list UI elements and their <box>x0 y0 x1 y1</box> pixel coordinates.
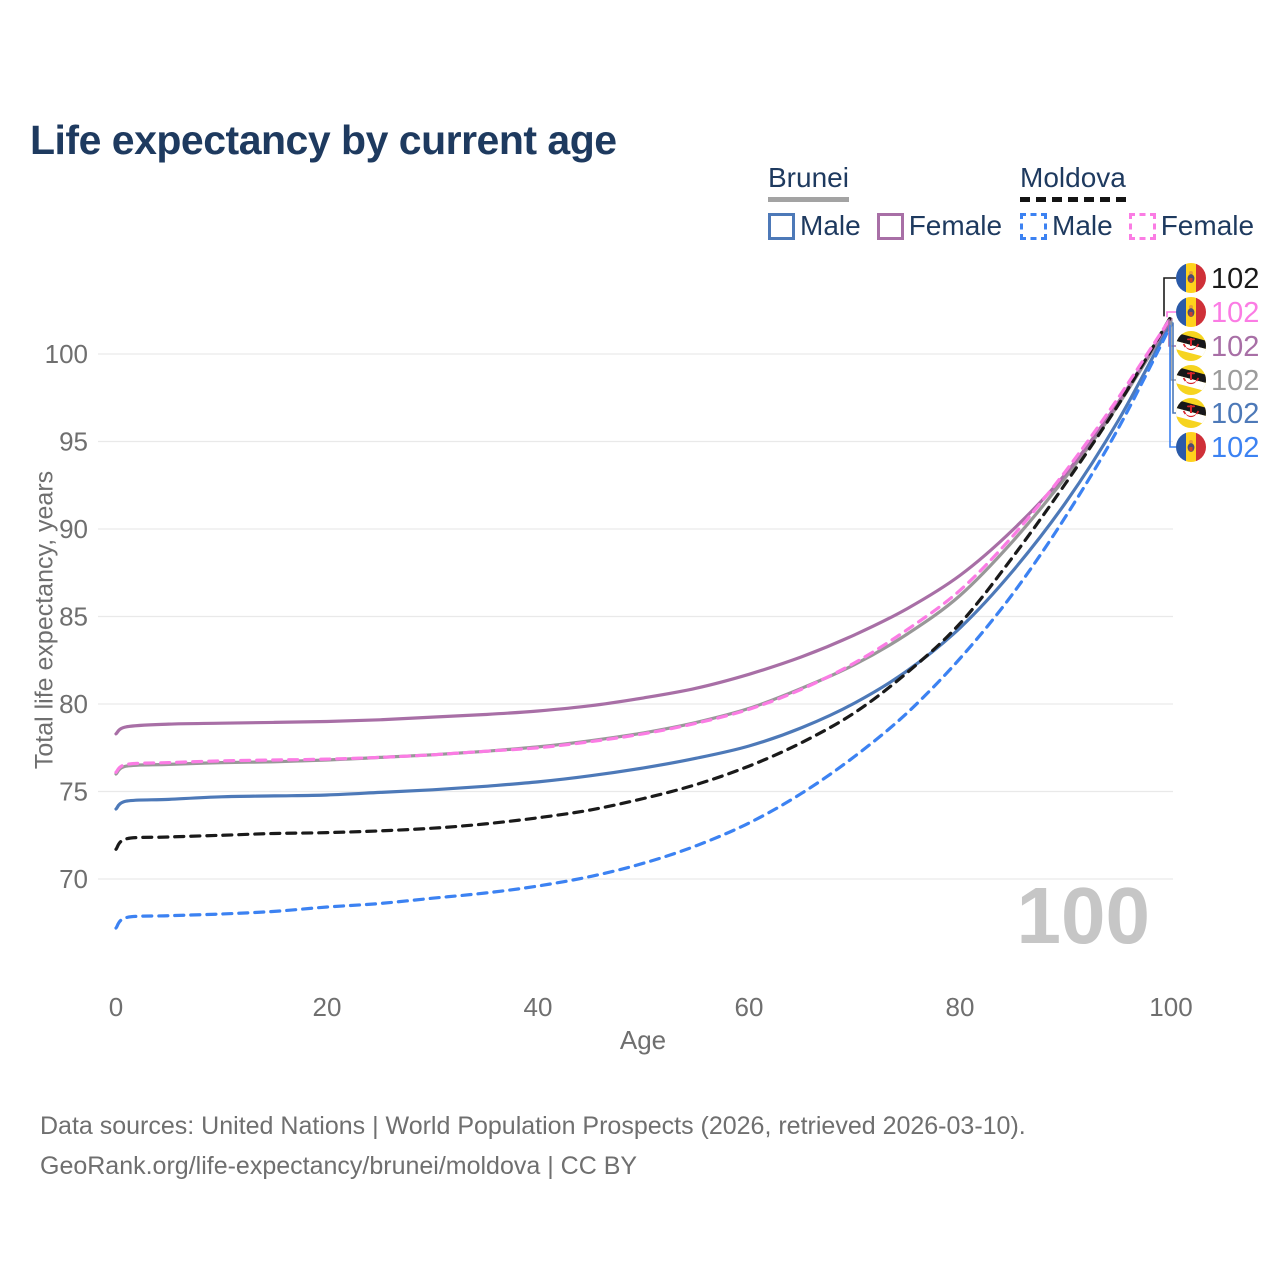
moldova-red-band <box>1196 263 1206 293</box>
brunei-male-label: Male <box>800 210 861 241</box>
series-line-brunei-female-female <box>114 317 1173 736</box>
x-tick-label: 40 <box>524 992 553 1022</box>
brunei-male-swatch-icon <box>768 212 795 240</box>
legend-group-moldova: Moldova Male Female <box>1020 162 1270 242</box>
legend-row-brunei: Male Female <box>768 210 1018 242</box>
brunei-flag-icon <box>1176 398 1206 428</box>
end-label-value: 102 <box>1211 297 1259 329</box>
moldova-flag-icon <box>1176 297 1206 327</box>
x-tick-label: 100 <box>1149 992 1192 1022</box>
y-tick-label: 80 <box>59 689 88 719</box>
brunei-flag-icon <box>1176 365 1206 395</box>
footer-link: GeoRank.org/life-expectancy/brunei/moldo… <box>40 1152 638 1180</box>
moldova-emblem-crown <box>1189 305 1193 309</box>
end-label-row: 102 <box>1176 398 1259 430</box>
y-tick-label: 75 <box>59 777 88 807</box>
footer: Data sources: United Nations | World Pop… <box>40 1106 1026 1186</box>
moldova-red-band <box>1196 297 1206 327</box>
y-tick-label: 100 <box>45 339 88 369</box>
y-tick-label: 70 <box>59 864 88 894</box>
series-line-brunei-male-male <box>114 320 1173 811</box>
moldova-emblem-crown <box>1189 440 1193 444</box>
end-connector-moldova-female <box>1166 311 1176 318</box>
moldova-emblem-crown <box>1189 271 1193 275</box>
end-label-value: 102 <box>1211 432 1259 464</box>
end-label-value: 102 <box>1211 263 1259 295</box>
page-title: Life expectancy by current age <box>30 117 617 164</box>
moldova-flag-icon <box>1176 432 1206 462</box>
end-connector-moldova-male <box>1169 325 1176 448</box>
legend-country-brunei: Brunei <box>768 162 849 202</box>
legend-group-brunei: Brunei Male Female <box>768 162 1018 242</box>
gridlines: 70 75 80 85 90 95 100 <box>45 339 1173 894</box>
end-connector-brunei-total <box>1170 320 1176 381</box>
end-label-row: 102 <box>1176 297 1259 329</box>
series-line-moldova-male-male <box>114 323 1173 930</box>
moldova-blue-band <box>1176 432 1186 462</box>
x-tick-label: 20 <box>313 992 342 1022</box>
brunei-black-stripe <box>1176 332 1206 351</box>
brunei-flag-icon <box>1176 331 1206 361</box>
age-counter-watermark: 100 <box>1016 871 1150 960</box>
brunei-red-emblem <box>1182 372 1200 385</box>
series-line-moldova-total <box>114 314 1173 851</box>
moldova-female-label: Female <box>1160 210 1255 241</box>
moldova-female-swatch-icon <box>1128 212 1156 240</box>
series-line-brunei-total <box>114 319 1173 776</box>
x-tick-label: 80 <box>946 992 975 1022</box>
y-tick-label: 85 <box>59 602 88 632</box>
legend-row-moldova: Male Female <box>1020 210 1270 242</box>
end-label-row: 102 <box>1176 263 1259 295</box>
series-line-moldova-female-female <box>114 315 1173 774</box>
moldova-flag-icon <box>1176 263 1206 293</box>
end-connector-brunei-male <box>1172 322 1176 414</box>
moldova-emblem-shield <box>1189 312 1193 317</box>
brunei-black-stripe <box>1176 399 1206 418</box>
moldova-blue-band <box>1176 297 1186 327</box>
brunei-female-swatch-icon <box>876 212 904 240</box>
x-tick-label: 0 <box>109 992 123 1022</box>
series-lines <box>114 314 1173 930</box>
end-label-value: 102 <box>1211 331 1259 363</box>
moldova-male-swatch-icon <box>1020 212 1047 240</box>
brunei-red-emblem <box>1182 338 1200 351</box>
moldova-emblem-shield <box>1189 447 1193 452</box>
footer-data-sources: Data sources: United Nations | World Pop… <box>40 1112 1026 1140</box>
brunei-red-emblem <box>1182 405 1200 418</box>
end-connector-moldova-total <box>1163 277 1176 317</box>
legend-country-moldova: Moldova <box>1020 162 1126 202</box>
end-label-row: 102 <box>1176 432 1259 464</box>
moldova-blue-band <box>1176 263 1186 293</box>
brunei-female-label: Female <box>908 210 1003 241</box>
x-axis: 0 20 40 60 80 100 Age <box>109 992 1193 1055</box>
end-label-value: 102 <box>1211 398 1259 430</box>
moldova-red-band <box>1196 432 1206 462</box>
end-label-value: 102 <box>1211 365 1259 397</box>
brunei-black-stripe <box>1176 366 1206 385</box>
moldova-male-label: Male <box>1052 210 1113 241</box>
end-label-row: 102 <box>1176 365 1259 397</box>
moldova-emblem-shield <box>1189 278 1193 283</box>
x-tick-label: 60 <box>735 992 764 1022</box>
x-axis-title: Age <box>620 1025 666 1055</box>
y-tick-label: 90 <box>59 514 88 544</box>
end-label-row: 102 <box>1176 331 1259 363</box>
y-tick-label: 95 <box>59 427 88 457</box>
